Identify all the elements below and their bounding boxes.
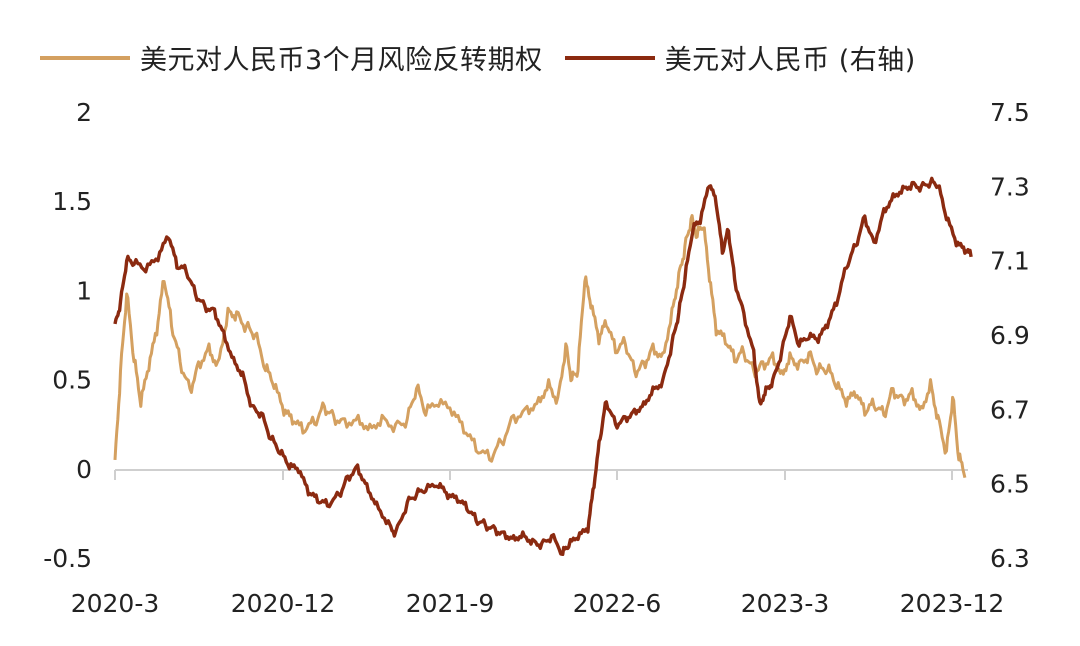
legend-label-usdcny: 美元对人民币 (右轴) [664,45,916,76]
legend-item-usdcny: 美元对人民币 (右轴) [564,38,916,77]
y-right-tick-label: 6.9 [990,321,1030,350]
y-left-tick-label: 0.5 [52,366,92,395]
y-left-tick-label: 1.5 [52,187,92,216]
y-right-tick-label: 6.5 [990,470,1030,499]
y-right-tick-label: 7.1 [990,247,1030,276]
y-right-tick-label: 6.3 [990,544,1030,573]
y-left-tick-label: 2 [76,98,92,127]
x-tick-label: 2020-12 [231,589,335,618]
legend-swatch-usdcny [564,55,655,60]
x-tick-label: 2021-9 [406,589,495,618]
x-tick-label: 2020-3 [71,589,160,618]
tick-layer: 2020-3 2020-12 2021-9 2022-6 2023-3 2023-12 2 1… [43,98,1030,618]
series-line-risk-reversal [113,214,967,479]
x-tick-label: 2022-6 [573,589,662,618]
series-layer [113,176,973,556]
y-right-tick-label: 7.5 [990,98,1030,127]
x-tick-label: 2023-3 [741,589,830,618]
axis-layer [114,469,968,480]
y-left-tick-label: 1 [76,276,92,305]
legend-swatch-risk-reversal [40,55,130,60]
x-tick-label: 2023-12 [900,589,1004,618]
y-right-tick-label: 6.7 [990,395,1030,424]
y-left-tick-label: -0.5 [43,544,92,573]
y-left-tick-label: 0 [76,455,92,484]
legend-item-risk-reversal: 美元对人民币3个月风险反转期权 [40,38,543,77]
legend-label-risk-reversal: 美元对人民币3个月风险反转期权 [140,45,543,76]
y-right-tick-label: 7.3 [990,172,1030,201]
series-line-usdcny [113,176,973,556]
chart-legend: 美元对人民币3个月风险反转期权 美元对人民币 (右轴) [40,38,938,77]
